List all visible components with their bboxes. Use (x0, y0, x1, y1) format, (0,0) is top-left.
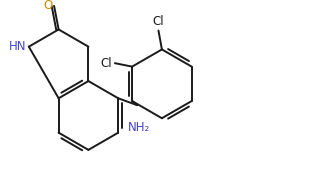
Text: HN: HN (9, 40, 26, 53)
Text: Cl: Cl (153, 15, 164, 28)
Text: Cl: Cl (100, 57, 112, 70)
Text: NH₂: NH₂ (128, 121, 150, 134)
Text: O: O (43, 0, 52, 12)
